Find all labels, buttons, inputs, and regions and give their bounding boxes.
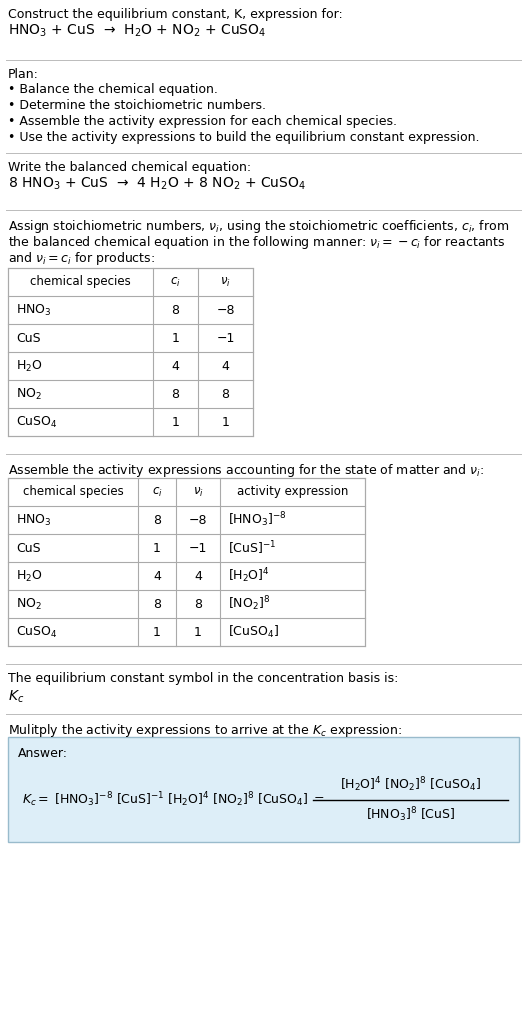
Text: • Assemble the activity expression for each chemical species.: • Assemble the activity expression for e…	[8, 115, 397, 128]
Text: HNO$_3$: HNO$_3$	[16, 513, 52, 528]
Text: chemical species: chemical species	[30, 276, 131, 289]
Text: NO$_2$: NO$_2$	[16, 387, 42, 401]
Text: [CuSO$_4$]: [CuSO$_4$]	[228, 624, 279, 640]
Text: 4: 4	[153, 570, 161, 583]
Text: CuSO$_4$: CuSO$_4$	[16, 625, 57, 639]
Text: chemical species: chemical species	[23, 486, 123, 498]
Text: −1: −1	[216, 332, 235, 344]
Text: $\nu_i$: $\nu_i$	[192, 485, 203, 498]
Text: H$_2$O: H$_2$O	[16, 569, 43, 584]
Text: −8: −8	[189, 514, 207, 527]
Text: −8: −8	[216, 303, 235, 317]
Text: [HNO$_3$]$^8$ [CuS]: [HNO$_3$]$^8$ [CuS]	[366, 806, 455, 824]
Text: 8 HNO$_3$ + CuS  →  4 H$_2$O + 8 NO$_2$ + CuSO$_4$: 8 HNO$_3$ + CuS → 4 H$_2$O + 8 NO$_2$ + …	[8, 176, 306, 192]
Text: $K_c$: $K_c$	[8, 689, 24, 706]
Text: 8: 8	[171, 303, 180, 317]
Text: $c_i$: $c_i$	[170, 276, 181, 289]
Text: • Balance the chemical equation.: • Balance the chemical equation.	[8, 83, 218, 96]
Text: CuS: CuS	[16, 332, 41, 344]
FancyBboxPatch shape	[8, 737, 519, 842]
Text: [H$_2$O]$^4$ [NO$_2$]$^8$ [CuSO$_4$]: [H$_2$O]$^4$ [NO$_2$]$^8$ [CuSO$_4$]	[340, 776, 481, 794]
Text: H$_2$O: H$_2$O	[16, 358, 43, 374]
Text: [H$_2$O]$^4$: [H$_2$O]$^4$	[228, 567, 270, 585]
Text: 8: 8	[171, 388, 180, 400]
Text: CuS: CuS	[16, 541, 41, 554]
Bar	[8, 268, 253, 436]
Text: 4: 4	[221, 359, 229, 373]
Text: Assign stoichiometric numbers, $\nu_i$, using the stoichiometric coefficients, $: Assign stoichiometric numbers, $\nu_i$, …	[8, 218, 509, 235]
Text: −1: −1	[189, 541, 207, 554]
Text: 8: 8	[153, 597, 161, 611]
Text: 1: 1	[153, 541, 161, 554]
Text: Mulitply the activity expressions to arrive at the $K_c$ expression:: Mulitply the activity expressions to arr…	[8, 722, 402, 739]
Text: $\nu_i$: $\nu_i$	[220, 276, 231, 289]
Text: 4: 4	[194, 570, 202, 583]
Text: 4: 4	[172, 359, 179, 373]
Text: CuSO$_4$: CuSO$_4$	[16, 415, 57, 430]
Text: [HNO$_3$]$^{-8}$: [HNO$_3$]$^{-8}$	[228, 510, 287, 529]
Text: 8: 8	[221, 388, 229, 400]
Text: [NO$_2$]$^8$: [NO$_2$]$^8$	[228, 594, 270, 614]
Text: HNO$_3$ + CuS  →  H$_2$O + NO$_2$ + CuSO$_4$: HNO$_3$ + CuS → H$_2$O + NO$_2$ + CuSO$_…	[8, 23, 266, 40]
Text: [CuS]$^{-1}$: [CuS]$^{-1}$	[228, 539, 277, 556]
Bar	[8, 478, 365, 646]
Text: 1: 1	[172, 332, 179, 344]
Text: Construct the equilibrium constant, K, expression for:: Construct the equilibrium constant, K, e…	[8, 8, 343, 21]
Text: • Determine the stoichiometric numbers.: • Determine the stoichiometric numbers.	[8, 99, 266, 112]
Text: Answer:: Answer:	[18, 747, 68, 760]
Text: 1: 1	[194, 626, 202, 638]
Text: 1: 1	[153, 626, 161, 638]
Text: Write the balanced chemical equation:: Write the balanced chemical equation:	[8, 161, 251, 174]
Text: HNO$_3$: HNO$_3$	[16, 302, 52, 318]
Text: 1: 1	[172, 416, 179, 429]
Text: • Use the activity expressions to build the equilibrium constant expression.: • Use the activity expressions to build …	[8, 131, 480, 144]
Text: the balanced chemical equation in the following manner: $\nu_i = -c_i$ for react: the balanced chemical equation in the fo…	[8, 234, 505, 251]
Text: 8: 8	[153, 514, 161, 527]
Text: $K_c =$ [HNO$_3$]$^{-8}$ [CuS]$^{-1}$ [H$_2$O]$^4$ [NO$_2$]$^8$ [CuSO$_4$] $=$: $K_c =$ [HNO$_3$]$^{-8}$ [CuS]$^{-1}$ [H…	[22, 790, 325, 810]
Text: NO$_2$: NO$_2$	[16, 596, 42, 612]
Text: Assemble the activity expressions accounting for the state of matter and $\nu_i$: Assemble the activity expressions accoun…	[8, 461, 484, 479]
Text: The equilibrium constant symbol in the concentration basis is:: The equilibrium constant symbol in the c…	[8, 672, 398, 685]
Text: Plan:: Plan:	[8, 68, 39, 81]
Text: activity expression: activity expression	[237, 486, 348, 498]
Text: $c_i$: $c_i$	[152, 485, 162, 498]
Text: and $\nu_i = c_i$ for products:: and $\nu_i = c_i$ for products:	[8, 250, 155, 268]
Text: 1: 1	[221, 416, 229, 429]
Text: 8: 8	[194, 597, 202, 611]
